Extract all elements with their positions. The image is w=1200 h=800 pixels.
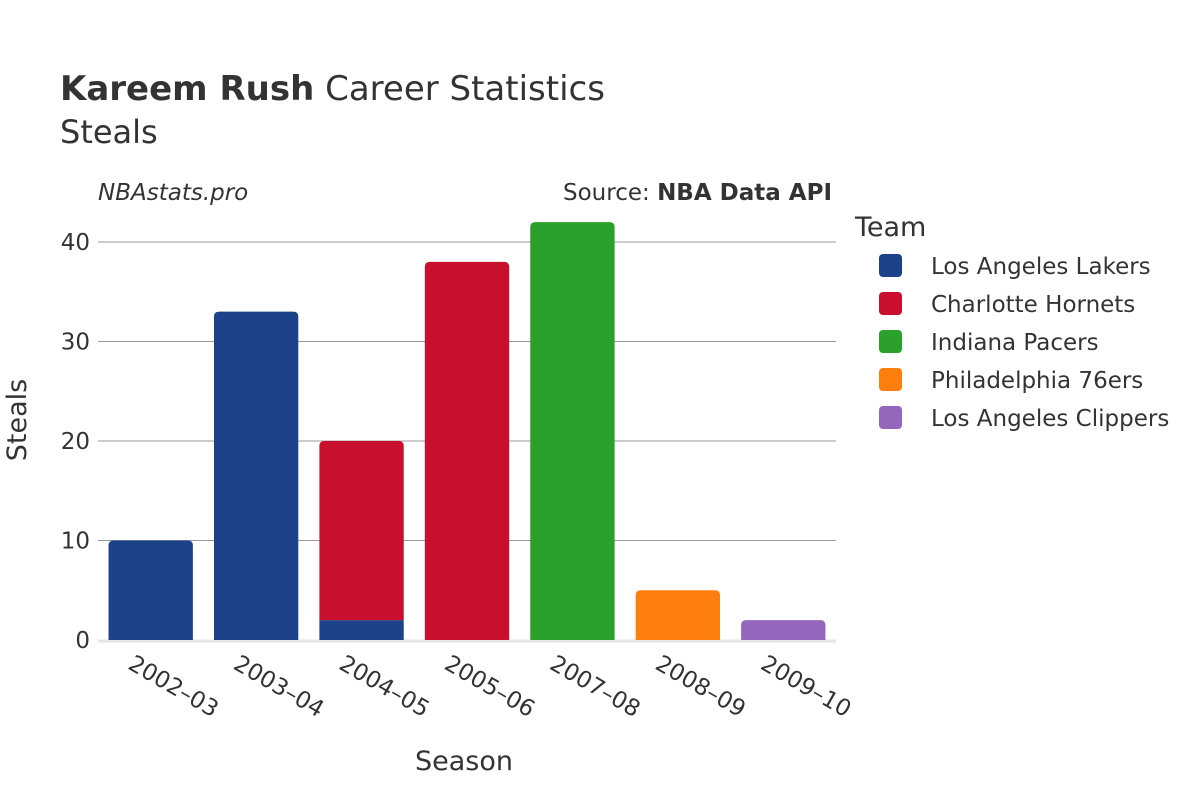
legend-swatch[interactable] — [879, 406, 902, 429]
y-tick-labels: 0 10 20 30 40 — [61, 230, 90, 654]
source-prefix: Source: — [563, 180, 657, 206]
x-tick-label: 2003–04 — [229, 651, 328, 723]
y-tick-label: 20 — [61, 429, 90, 455]
bar-indiana-pacers-4[interactable] — [530, 222, 615, 640]
legend-label[interactable]: Los Angeles Lakers — [931, 254, 1151, 280]
y-axis-title: Steals — [2, 379, 33, 461]
bar-philadelphia-76ers-5[interactable] — [635, 590, 721, 640]
source-credit: Source: NBA Data API — [563, 180, 832, 206]
x-tick-label: 2009–10 — [756, 651, 855, 723]
x-tick-label: 2002–03 — [124, 651, 223, 723]
legend-label[interactable]: Los Angeles Clippers — [931, 406, 1169, 432]
legend-swatch[interactable] — [879, 368, 902, 391]
x-axis-title: Season — [415, 746, 513, 777]
x-tick-label: 2007–08 — [545, 651, 644, 723]
bar-los-angeles-clippers-6[interactable] — [741, 620, 826, 640]
legend-label[interactable]: Charlotte Hornets — [931, 292, 1135, 318]
legend: Los Angeles Lakers Charlotte Hornets India… — [879, 254, 1169, 432]
bar-charlotte-hornets-2[interactable] — [319, 441, 404, 621]
bars — [108, 222, 826, 641]
source-name: NBA Data API — [657, 180, 832, 206]
x-tick-label: 2004–05 — [335, 651, 434, 723]
bar-charlotte-hornets-3[interactable] — [424, 261, 510, 640]
y-tick-label: 40 — [61, 230, 90, 256]
legend-swatch[interactable] — [879, 292, 902, 315]
y-tick-label: 30 — [61, 330, 90, 356]
title-player: Kareem Rush — [60, 69, 314, 109]
chart-subtitle: Steals — [60, 113, 158, 151]
legend-swatch[interactable] — [879, 330, 902, 353]
x-tick-label: 2008–09 — [651, 651, 750, 723]
legend-swatch[interactable] — [879, 254, 902, 277]
chart-title: Kareem Rush Career Statistics — [60, 69, 605, 109]
legend-title: Team — [854, 212, 926, 243]
x-tick-labels: 2002–03 2003–04 2004–05 2005–06 2007–08 2008–… — [124, 651, 856, 723]
bar-los-angeles-lakers-0[interactable] — [108, 540, 193, 641]
x-tick-label: 2005–06 — [440, 651, 539, 723]
title-rest: Career Statistics — [314, 69, 605, 109]
bar-los-angeles-lakers-1[interactable] — [213, 311, 299, 640]
y-tick-label: 10 — [61, 529, 90, 555]
y-tick-label: 0 — [75, 628, 90, 654]
watermark: NBAstats.pro — [98, 180, 248, 206]
bar-los-angeles-lakers-2[interactable] — [319, 620, 404, 640]
legend-label[interactable]: Philadelphia 76ers — [931, 368, 1143, 394]
legend-label[interactable]: Indiana Pacers — [931, 330, 1099, 356]
